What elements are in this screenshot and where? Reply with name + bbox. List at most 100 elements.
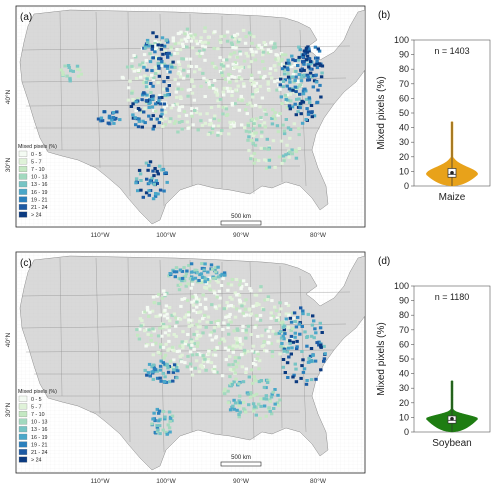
county-cell bbox=[184, 57, 189, 61]
county-cell bbox=[293, 335, 297, 339]
county-cell bbox=[210, 61, 215, 65]
county-cell bbox=[248, 395, 253, 399]
county-cell bbox=[99, 119, 103, 123]
county-cell bbox=[273, 165, 277, 169]
county-cell bbox=[195, 300, 199, 304]
county-cell bbox=[254, 81, 259, 85]
county-cell bbox=[206, 270, 210, 274]
county-cell bbox=[266, 48, 271, 52]
county-cell bbox=[319, 75, 324, 79]
county-cell bbox=[120, 75, 125, 79]
county-cell bbox=[144, 161, 149, 165]
county-cell bbox=[293, 331, 297, 335]
county-cell bbox=[279, 77, 283, 81]
county-cell bbox=[296, 80, 300, 83]
county-cell bbox=[286, 126, 291, 130]
county-cell bbox=[151, 94, 155, 98]
county-cell bbox=[309, 104, 314, 107]
county-cell bbox=[261, 48, 265, 52]
county-cell bbox=[314, 377, 318, 381]
lon-label-110w: 110°W bbox=[90, 477, 110, 485]
county-cell bbox=[247, 308, 252, 312]
county-cell bbox=[281, 320, 285, 324]
county-cell bbox=[207, 80, 211, 84]
county-cell bbox=[176, 283, 180, 287]
county-cell bbox=[190, 353, 195, 357]
county-cell bbox=[242, 351, 247, 355]
county-cell bbox=[244, 330, 248, 334]
legend-item-label: 19 - 21 bbox=[31, 197, 48, 203]
county-cell bbox=[168, 319, 172, 323]
county-cell bbox=[157, 409, 162, 413]
county-cell bbox=[160, 43, 164, 47]
county-cell bbox=[258, 288, 262, 292]
county-cell bbox=[151, 363, 156, 367]
county-cell bbox=[176, 130, 180, 134]
county-cell bbox=[178, 48, 183, 52]
county-cell bbox=[193, 276, 198, 280]
y-tick-label: 30 bbox=[399, 383, 409, 393]
county-cell bbox=[225, 30, 230, 34]
county-cell bbox=[180, 105, 185, 109]
county-cell bbox=[257, 367, 261, 371]
county-cell bbox=[203, 306, 208, 309]
county-cell bbox=[198, 303, 202, 307]
y-tick-label: 50 bbox=[399, 354, 409, 364]
county-cell bbox=[302, 49, 307, 53]
county-cell bbox=[169, 117, 173, 121]
county-cell bbox=[203, 262, 207, 266]
county-cell bbox=[61, 73, 65, 77]
county-cell bbox=[244, 283, 249, 286]
county-cell bbox=[203, 357, 207, 361]
county-cell bbox=[235, 341, 240, 345]
county-cell bbox=[237, 76, 242, 80]
county-cell bbox=[277, 155, 282, 159]
county-cell bbox=[281, 365, 285, 369]
county-cell bbox=[68, 79, 72, 83]
county-cell bbox=[226, 348, 230, 352]
county-cell bbox=[169, 106, 173, 110]
county-cell bbox=[192, 347, 196, 351]
county-cell bbox=[191, 295, 195, 299]
county-cell bbox=[297, 322, 302, 326]
county-cell bbox=[298, 48, 302, 52]
map-panel-c bbox=[15, 251, 366, 474]
county-cell bbox=[190, 340, 194, 344]
county-cell bbox=[276, 318, 281, 322]
county-cell bbox=[211, 353, 216, 357]
county-cell bbox=[265, 137, 269, 141]
legend-item-label: 21 - 24 bbox=[31, 450, 48, 456]
county-cell bbox=[203, 297, 208, 301]
legend-swatch bbox=[18, 196, 28, 203]
county-cell bbox=[154, 44, 158, 47]
county-cell bbox=[158, 432, 162, 436]
county-cell bbox=[150, 309, 155, 313]
county-cell bbox=[111, 111, 116, 114]
county-cell bbox=[189, 65, 194, 68]
county-cell bbox=[177, 105, 182, 109]
county-cell bbox=[222, 339, 227, 343]
county-cell bbox=[192, 332, 196, 336]
county-cell bbox=[183, 361, 187, 365]
county-cell bbox=[220, 71, 224, 75]
county-cell bbox=[235, 32, 240, 36]
county-cell bbox=[147, 76, 151, 80]
county-cell bbox=[202, 313, 207, 317]
county-cell bbox=[231, 347, 235, 351]
county-cell bbox=[296, 64, 300, 67]
county-cell bbox=[237, 404, 241, 408]
county-cell bbox=[202, 76, 206, 80]
county-cell bbox=[178, 268, 183, 272]
county-cell bbox=[301, 358, 305, 362]
panel-label-c: (c) bbox=[20, 258, 32, 269]
county-cell bbox=[244, 298, 248, 302]
county-cell bbox=[295, 339, 299, 343]
county-cell bbox=[232, 407, 236, 411]
county-cell bbox=[163, 123, 167, 127]
county-cell bbox=[226, 64, 230, 68]
county-cell bbox=[249, 60, 254, 64]
county-cell bbox=[256, 334, 260, 338]
county-cell bbox=[157, 74, 162, 78]
county-cell bbox=[262, 343, 266, 347]
county-cell bbox=[268, 400, 273, 404]
